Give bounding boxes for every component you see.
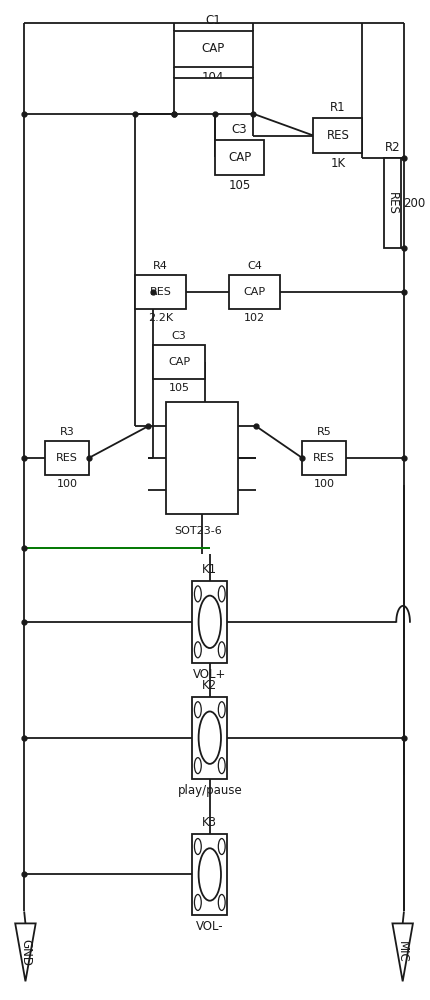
Circle shape: [218, 642, 224, 658]
Circle shape: [194, 894, 201, 910]
Bar: [173, 78, 252, 114]
Text: 100: 100: [56, 479, 77, 489]
Circle shape: [218, 894, 224, 910]
Text: VOL+: VOL+: [193, 668, 226, 681]
Text: 200: 200: [402, 197, 424, 210]
Bar: [384, 158, 399, 248]
Bar: [166, 402, 237, 514]
Bar: [313, 118, 362, 153]
Bar: [192, 697, 227, 779]
Circle shape: [198, 711, 221, 764]
Text: CAP: CAP: [243, 287, 265, 297]
Text: C1: C1: [205, 14, 221, 27]
Bar: [215, 140, 264, 175]
Text: RES: RES: [56, 453, 77, 463]
Circle shape: [194, 839, 201, 855]
Text: VOL-: VOL-: [196, 920, 223, 933]
Text: 105: 105: [168, 383, 189, 393]
Circle shape: [218, 702, 224, 718]
Text: CAP: CAP: [201, 42, 224, 55]
Text: play/pause: play/pause: [177, 784, 242, 797]
Text: 1K: 1K: [329, 157, 344, 170]
Text: C3: C3: [231, 123, 247, 136]
Circle shape: [194, 702, 201, 718]
Text: R3: R3: [59, 427, 74, 437]
Circle shape: [218, 758, 224, 774]
Bar: [153, 345, 204, 379]
Bar: [135, 275, 186, 309]
Text: 100: 100: [313, 479, 334, 489]
Text: 105: 105: [228, 179, 250, 192]
Text: K1: K1: [202, 563, 217, 576]
Bar: [228, 275, 280, 309]
Text: K3: K3: [202, 816, 217, 829]
Circle shape: [194, 642, 201, 658]
Text: RES: RES: [385, 192, 398, 215]
Text: R1: R1: [329, 101, 345, 114]
Text: C4: C4: [246, 261, 261, 271]
Bar: [45, 441, 89, 475]
Text: GND: GND: [19, 939, 32, 966]
Circle shape: [198, 848, 221, 901]
Text: R2: R2: [384, 141, 399, 154]
Text: C3: C3: [171, 331, 186, 341]
Bar: [302, 441, 345, 475]
Text: SOT23-6: SOT23-6: [174, 526, 221, 536]
Bar: [192, 834, 227, 915]
Text: K2: K2: [202, 679, 217, 692]
Text: RES: RES: [150, 287, 171, 297]
Text: CAP: CAP: [227, 151, 251, 164]
Text: MIC: MIC: [395, 941, 408, 963]
Text: RES: RES: [313, 453, 334, 463]
Text: 2.2K: 2.2K: [148, 313, 173, 323]
Bar: [192, 581, 227, 663]
Circle shape: [194, 586, 201, 602]
Text: CAP: CAP: [168, 357, 190, 367]
Polygon shape: [15, 923, 36, 981]
Circle shape: [198, 596, 221, 648]
Text: RES: RES: [326, 129, 348, 142]
Text: 104: 104: [202, 71, 224, 84]
Text: R4: R4: [153, 261, 168, 271]
Circle shape: [194, 758, 201, 774]
Circle shape: [218, 586, 224, 602]
Text: R5: R5: [316, 427, 331, 437]
Text: 102: 102: [243, 313, 264, 323]
Polygon shape: [392, 923, 412, 981]
Bar: [173, 31, 252, 67]
Circle shape: [218, 839, 224, 855]
